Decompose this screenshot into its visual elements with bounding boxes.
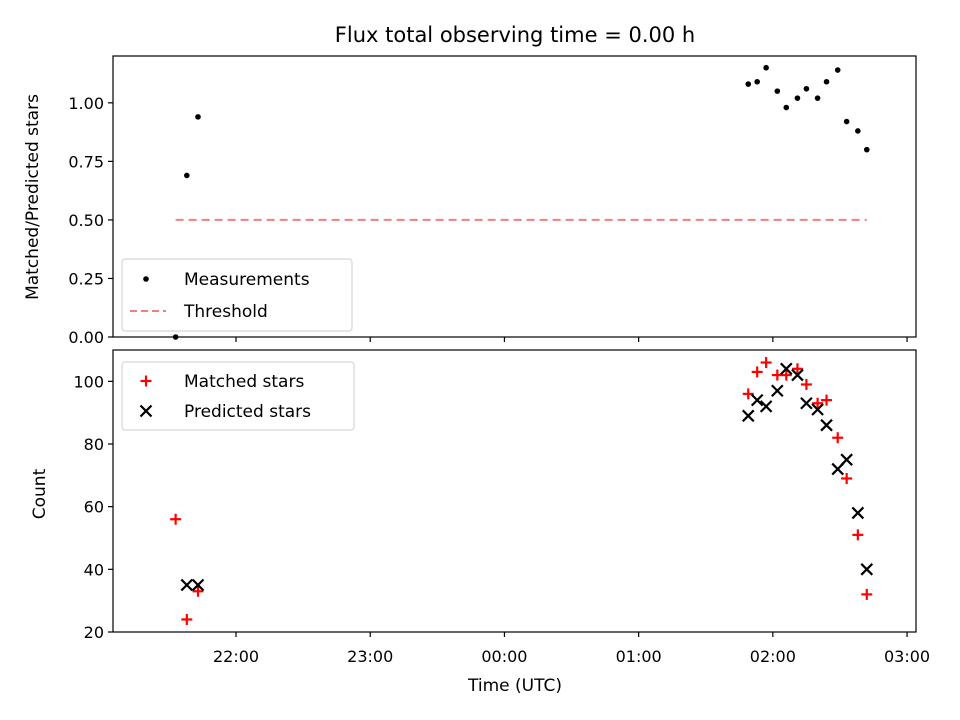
x-b: [139, 404, 153, 418]
plot-frame: [112, 55, 917, 338]
legend-label: Measurements: [184, 270, 310, 290]
legend-marker: [140, 375, 152, 387]
legend-marker: [143, 276, 149, 282]
predicted-star-point: [831, 462, 844, 476]
legend-box: [121, 258, 353, 332]
x-b: [820, 418, 833, 432]
xtick-label: 03:00: [884, 647, 930, 666]
legend-box: [121, 361, 355, 431]
predicted-star-point: [779, 362, 793, 376]
predicted-star-point: [820, 418, 833, 432]
matched-star-point: [800, 378, 812, 390]
top-ytick-label: 0.50: [68, 211, 104, 230]
matched-star-point: [742, 388, 754, 400]
top-ytick-label: 0.75: [68, 152, 104, 171]
predicted-star-point: [741, 409, 755, 423]
count-panel: 20 40 60 80 100 22:00 23:00 00:00 01:00 02:00 03:0…: [73, 349, 930, 666]
measurement-point: [184, 172, 190, 179]
x-b: [771, 384, 784, 398]
xtick-label: 00:00: [481, 647, 527, 666]
measurement-point: [783, 104, 790, 111]
measurement-point: [855, 128, 861, 134]
x-b: [831, 462, 844, 476]
measurement-point: [863, 146, 870, 153]
bottom-ytick-label: 80: [84, 435, 104, 454]
x-b: [750, 393, 764, 407]
x-b: [779, 362, 793, 376]
bottom-ytick-label: 60: [84, 498, 104, 517]
matched-star-point: [832, 432, 844, 444]
predicted-star-point: [811, 403, 824, 416]
xtick-label: 22:00: [213, 647, 259, 666]
bottom-ytick-label: 20: [84, 623, 104, 642]
measurement-point: [843, 118, 850, 125]
predicted-star-point: [860, 563, 874, 576]
ratio-panel: 0.00 0.25 0.50 0.75 1.00 Measurements Threshol…: [68, 55, 917, 347]
x-b: [860, 563, 874, 576]
plot-frame: [112, 349, 917, 633]
legend-label: Predicted stars: [184, 402, 311, 422]
measurement-point: [814, 95, 821, 101]
bottom-ytick-label: 40: [84, 560, 104, 579]
x-b: [759, 400, 773, 413]
bottom-y-axis-label: Count: [30, 468, 50, 519]
measurement-point: [823, 78, 830, 85]
matched-star-point: [760, 357, 772, 369]
x-b: [741, 409, 755, 423]
top-ytick-label: 1.00: [68, 94, 104, 113]
matched-star-point: [181, 613, 193, 625]
predicted-star-point: [800, 396, 813, 410]
matched-star-point: [852, 529, 864, 541]
x-b: [191, 578, 205, 592]
matched-star-point: [780, 369, 792, 381]
predicted-star-point: [791, 368, 804, 382]
measurement-point: [774, 88, 781, 94]
predicted-star-point: [180, 578, 194, 592]
matched-star-point: [841, 472, 853, 484]
top-ytick-label: 0.25: [68, 269, 104, 288]
x-b: [811, 403, 824, 416]
predicted-star-point: [771, 384, 784, 398]
matched-star-point: [170, 513, 182, 525]
predicted-star-point: [851, 506, 865, 520]
x-b: [851, 506, 865, 520]
xtick-label: 02:00: [750, 647, 796, 666]
measurement-point: [745, 81, 752, 87]
xtick-label: 23:00: [347, 647, 393, 666]
legend-label: Threshold: [183, 302, 268, 322]
bottom-ytick-label: 100: [73, 372, 104, 391]
measurement-point: [763, 64, 769, 71]
matched-star-point: [791, 363, 803, 375]
matched-star-point: [812, 397, 824, 409]
predicted-star-point: [840, 453, 853, 466]
predicted-star-point: [750, 393, 764, 407]
top-ytick-label: 0.00: [68, 328, 104, 347]
x-b: [791, 368, 804, 382]
matched-star-point: [192, 585, 204, 597]
measurement-point: [754, 78, 760, 85]
xtick-label: 01:00: [616, 647, 662, 666]
x-b: [800, 396, 813, 410]
legend-label: Matched stars: [184, 372, 304, 392]
chart-title: Flux total observing time = 0.00 h: [335, 23, 695, 47]
predicted-star-point: [759, 400, 773, 413]
measurement-point: [794, 95, 801, 101]
matched-star-point: [861, 588, 873, 600]
measurement-point: [195, 114, 201, 120]
x-b: [840, 453, 853, 466]
measurement-point: [803, 85, 810, 92]
top-y-axis-label: Matched/Predicted stars: [23, 94, 43, 300]
matched-star-point: [751, 366, 763, 378]
x-b: [180, 578, 194, 592]
matched-star-point: [821, 394, 833, 406]
measurement-point: [834, 67, 841, 73]
x-axis-label: Time (UTC): [467, 676, 562, 696]
legend-marker: [139, 404, 153, 418]
predicted-star-point: [191, 578, 205, 592]
